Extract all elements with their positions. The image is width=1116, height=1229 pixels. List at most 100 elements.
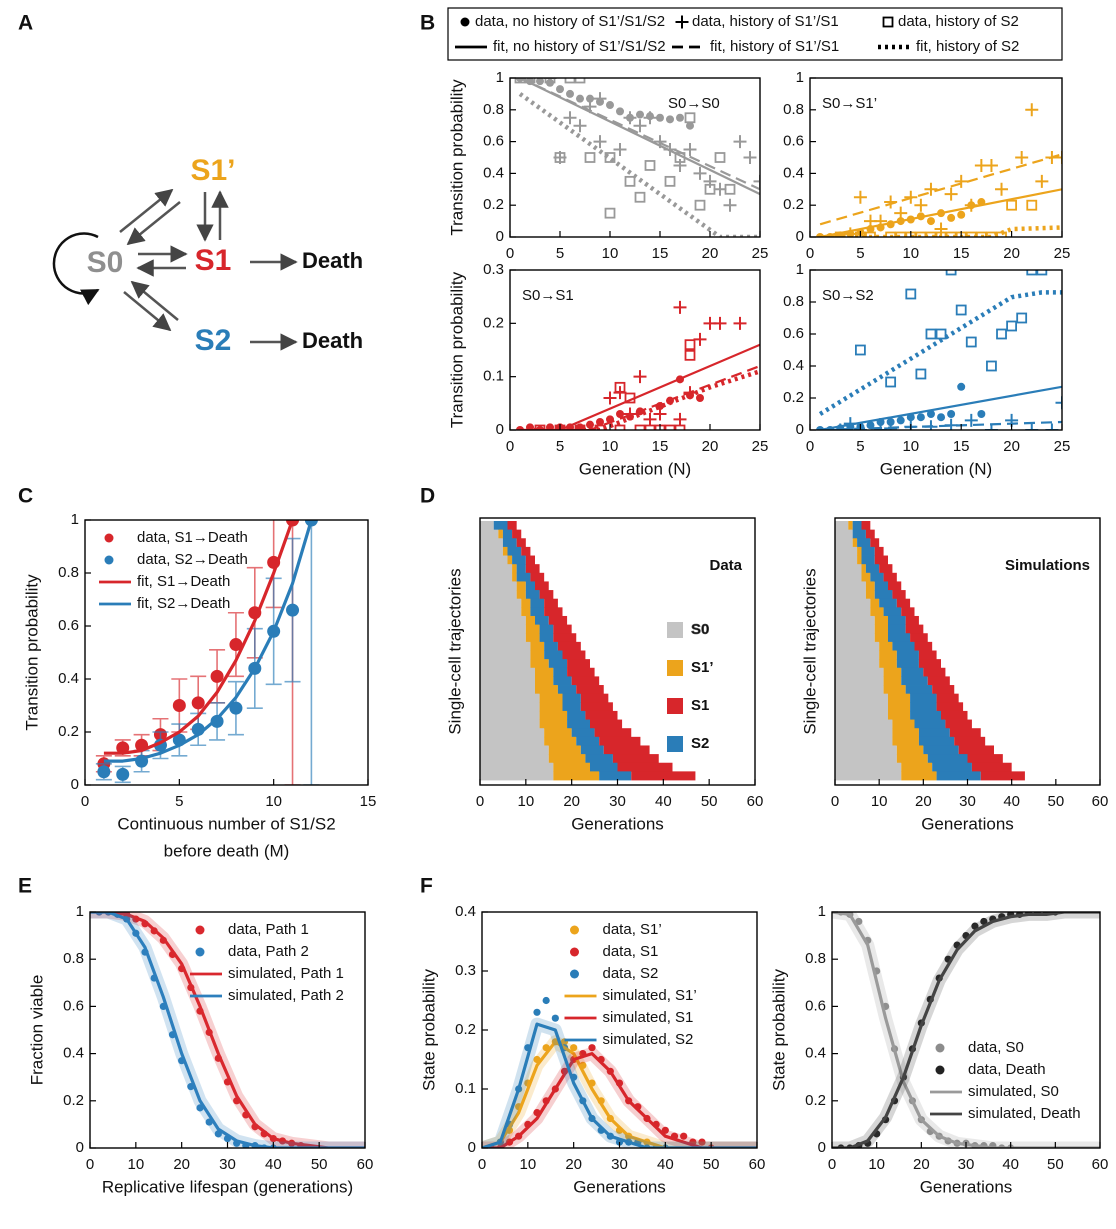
x-tick-label: 5	[175, 793, 183, 810]
data-point	[636, 110, 644, 119]
data-point	[676, 113, 684, 122]
data-point	[593, 135, 607, 149]
data-point	[544, 78, 556, 84]
trajectory-segment	[835, 667, 884, 677]
fit-line	[482, 1040, 757, 1148]
trajectory-segment	[512, 564, 517, 574]
trajectory-segment	[525, 590, 540, 600]
trajectory-segment	[580, 702, 613, 712]
data-point	[683, 143, 697, 157]
data-point	[944, 187, 958, 201]
data-point	[874, 423, 888, 430]
trajectory-segment	[530, 659, 549, 669]
annotation: Simulations	[1005, 557, 1090, 574]
data-point	[1006, 320, 1017, 332]
data-point	[964, 198, 978, 212]
fit-line	[520, 369, 760, 430]
trajectory-segment	[493, 521, 508, 531]
data-point	[229, 638, 243, 652]
data-point	[210, 714, 224, 728]
x-tick-label: 20	[915, 793, 932, 810]
data-point	[1045, 423, 1059, 430]
x-axis-label: Generation (N)	[579, 459, 691, 478]
trajectory-segment	[512, 555, 526, 565]
data-point	[1026, 270, 1038, 276]
trajectory-segment	[544, 641, 558, 651]
legend-label: fit, history of S1’/S1	[710, 38, 839, 55]
panel-label: A	[18, 12, 33, 35]
y-tick-label: 0.8	[783, 293, 804, 310]
trajectory-segment	[590, 762, 618, 772]
data-point	[684, 112, 696, 124]
trajectory-segment	[861, 564, 866, 574]
trajectory-segment	[480, 615, 526, 625]
trajectory-segment	[896, 659, 919, 669]
trajectory-segment	[835, 607, 871, 617]
trajectory-segment	[835, 676, 884, 686]
y-tick-label: 1	[71, 511, 79, 528]
trajectory-segment	[910, 633, 928, 643]
trajectory-segment	[576, 685, 604, 695]
data-point	[1035, 174, 1049, 188]
trajectory-segment	[535, 581, 549, 591]
y-tick-label: 0.8	[58, 564, 79, 581]
data-point	[977, 410, 986, 418]
trajectory-segment	[879, 641, 893, 651]
x-tick-label: 60	[1092, 1156, 1109, 1173]
trajectory-segment	[879, 659, 897, 669]
x-tick-label: 0	[86, 1156, 94, 1173]
data-point	[596, 418, 604, 426]
x-tick-label: 60	[357, 1156, 374, 1173]
trajectory-segment	[892, 641, 915, 651]
trajectory-segment	[874, 624, 888, 634]
fit-line	[818, 290, 1062, 416]
data-point	[191, 696, 205, 710]
data-point	[975, 231, 987, 237]
trajectory-segment	[521, 546, 531, 556]
data-point	[573, 119, 587, 133]
x-tick-label: 30	[958, 1156, 975, 1173]
trajectory-segment	[857, 546, 862, 556]
data-point	[664, 175, 676, 187]
legend-swatch	[667, 622, 683, 638]
trajectory-segment	[861, 521, 871, 531]
x-tick-label: 40	[655, 793, 672, 810]
trajectory-segment	[480, 762, 554, 772]
x-tick-label: 20	[563, 793, 580, 810]
trajectory-segment	[835, 702, 888, 712]
legend-label: data, Path 1	[228, 921, 309, 938]
fit-line	[482, 1022, 757, 1148]
trajectory-segment	[874, 546, 884, 556]
legend-label: S0	[691, 621, 709, 638]
panel-label: E	[18, 875, 32, 898]
trajectory-segment	[914, 641, 933, 651]
x-axis-label: Continuous number of S1/S2	[117, 814, 335, 833]
trajectory-segment	[480, 745, 549, 755]
x-tick-label: 60	[749, 1156, 766, 1173]
legend-swatch	[667, 660, 683, 676]
data-point	[633, 370, 647, 384]
legend-label: data, no history of S1’/S1/S2	[475, 13, 665, 30]
panel-label: F	[420, 875, 433, 898]
trajectory-segment	[512, 529, 522, 539]
data-point	[97, 765, 111, 779]
trajectory-segment	[910, 702, 937, 712]
x-axis-label: Generations	[571, 814, 664, 833]
trajectory-segment	[535, 667, 554, 677]
trajectory-segment	[892, 590, 906, 600]
data-point	[1026, 199, 1038, 211]
data-point	[915, 368, 927, 380]
trajectory-segment	[835, 546, 858, 556]
trajectory-segment	[835, 685, 884, 695]
trajectory-segment	[852, 521, 862, 531]
data-point	[1015, 151, 1029, 164]
data-point	[733, 135, 747, 149]
x-tick-label: 5	[856, 245, 864, 262]
trajectory-segment	[507, 521, 517, 531]
data-point	[653, 407, 667, 421]
trajectory-segment	[914, 719, 946, 729]
trajectory-segment	[879, 650, 897, 660]
legend-label: fit, history of S2	[916, 38, 1019, 55]
trajectory-segment	[879, 564, 893, 574]
